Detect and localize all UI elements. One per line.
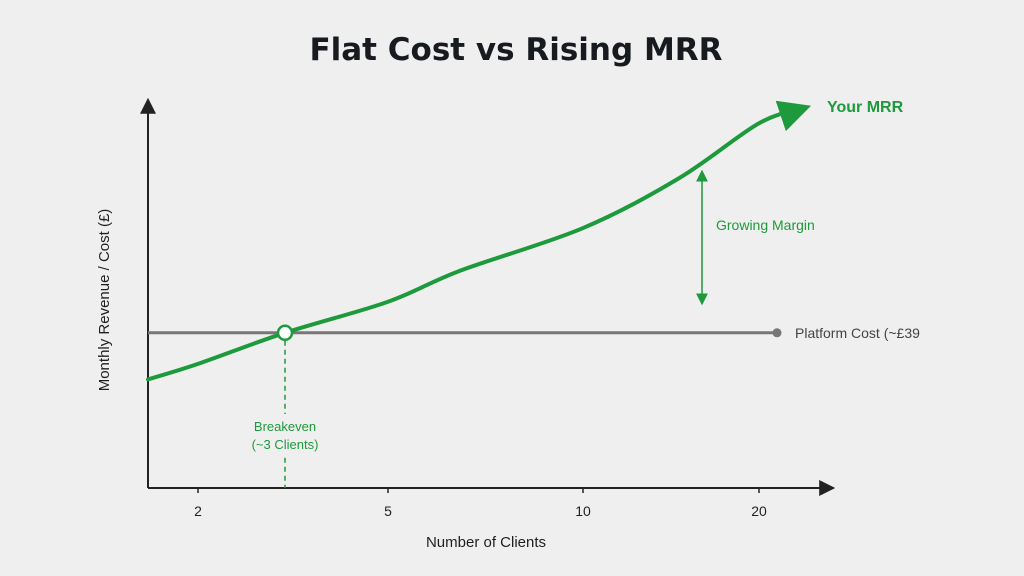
mrr-line (146, 100, 812, 382)
mrr-label: Your MRR (827, 99, 904, 116)
margin-label: Growing Margin (716, 217, 815, 233)
annotation-group: Breakeven (~3 Clients) Growing Margin (245, 169, 815, 488)
breakeven-label: Breakeven (254, 419, 316, 434)
breakeven-marker (276, 324, 294, 342)
x-tick-label: 10 (575, 503, 591, 519)
axes (140, 97, 836, 496)
x-axis-label: Number of Clients (426, 534, 546, 551)
chart-title: Flat Cost vs Rising MRR (309, 32, 722, 68)
platform-cost-endpoint (772, 328, 782, 338)
x-tick-label: 5 (384, 503, 392, 519)
y-axis-label: Monthly Revenue / Cost (£) (96, 209, 113, 392)
platform-cost-label: Platform Cost (~£39 (795, 325, 920, 341)
breakeven-sublabel: (~3 Clients) (252, 437, 319, 452)
x-tick-group: 2 5 10 20 (194, 488, 767, 519)
breakeven-label-backdrop (245, 414, 325, 456)
x-tick-label: 2 (194, 503, 202, 519)
series-group: Platform Cost (~£39 Your MRR (146, 99, 920, 382)
x-tick-label: 20 (751, 503, 767, 519)
